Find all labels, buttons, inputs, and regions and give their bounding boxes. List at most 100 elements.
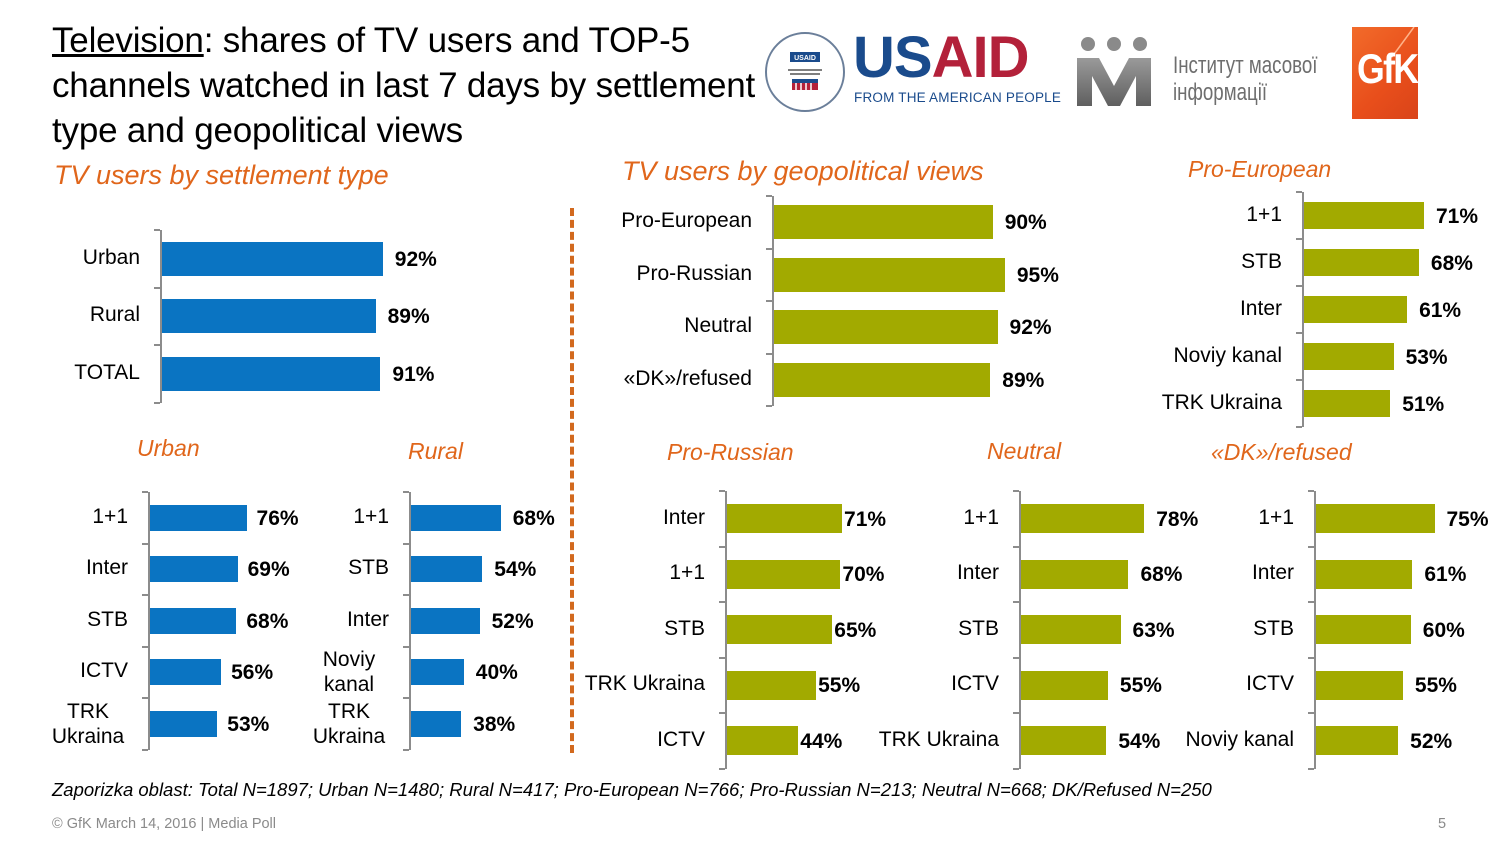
urban-category-label: TRK Ukraina (51, 699, 125, 748)
urban-value-label: 56% (231, 661, 274, 685)
pro-european-category-label: 1+1 (1246, 202, 1282, 226)
rural-chart-title: Rural (408, 438, 463, 464)
pro-russian-bar (727, 559, 841, 589)
pro-russian-axis-tick (719, 490, 725, 492)
settlement-section-title: TV users by settlement type (54, 160, 389, 190)
pro-european-value-label: 61% (1419, 298, 1462, 322)
urban-value-label: 53% (227, 712, 270, 736)
neutral-category-label: ICTV (951, 672, 999, 696)
geopolitical-section-title: TV users by geopolitical views (622, 156, 984, 186)
pro-european-value-label: 71% (1435, 204, 1479, 228)
rural-axis-tick (403, 748, 409, 751)
geopolitical-bar (774, 310, 998, 345)
neutral-bar (1021, 615, 1121, 645)
geopolitical-value-label: 90% (1004, 211, 1047, 235)
neutral-category-label: TRK Ukraina (878, 727, 999, 751)
dk-refused-chart-title: «DK»/refused (1211, 439, 1352, 465)
dk-refused-value-label: 60% (1422, 618, 1465, 642)
pro-russian-axis-tick (719, 712, 725, 714)
pro-european-category-label: Inter (1239, 296, 1282, 320)
geopolitical-bar (774, 257, 1005, 292)
dk-refused-axis-tick (1308, 601, 1314, 603)
urban-value-label: 68% (246, 609, 289, 633)
pro-european-bar (1304, 390, 1391, 417)
urban-bar (150, 710, 218, 737)
neutral-axis-tick (1013, 767, 1019, 770)
geopolitical-category-label: Neutral (684, 314, 752, 338)
pro-russian-chart-title: Pro-Russian (667, 439, 794, 465)
rural-bar (411, 556, 483, 583)
geopolitical-axis-tick (766, 352, 772, 355)
rural-category-label: 1+1 (353, 504, 389, 528)
dk-refused-category-label: Noviy kanal (1185, 727, 1294, 751)
urban-value-label: 76% (256, 506, 299, 530)
neutral-axis-tick (1013, 712, 1019, 714)
pro-european-bar (1304, 202, 1424, 229)
urban-axis-tick (142, 645, 148, 648)
geopolitical-bar (774, 362, 991, 397)
urban-axis (148, 492, 150, 750)
slide-title: Television: shares of TV users and TOP-5… (52, 18, 772, 153)
urban-axis-tick (142, 748, 148, 751)
neutral-axis (1019, 491, 1021, 769)
dk-refused-category-label: Inter (1251, 561, 1294, 585)
pro-european-value-label: 51% (1402, 392, 1445, 416)
rural-axis-tick (403, 542, 409, 545)
geopolitical-axis-tick (766, 405, 772, 407)
dk-refused-bar (1316, 504, 1435, 534)
usaid-logo: USAID USAID FROM THE AMERICAN PEOPLE (765, 25, 1061, 116)
pro-russian-value-label: 71% (844, 507, 887, 531)
settlement-value-label: 91% (392, 362, 435, 386)
rural-axis-tick (403, 697, 409, 699)
pro-european-axis-tick (1296, 191, 1302, 193)
urban-axis-tick (142, 542, 148, 545)
rural-axis-tick (403, 594, 409, 596)
urban-category-label: STB (87, 607, 128, 631)
rural-bar (411, 710, 462, 737)
neutral-category-label: 1+1 (963, 505, 999, 529)
pro-russian-axis-tick (719, 656, 725, 659)
settlement-bar (162, 299, 376, 334)
pro-russian-category-label: TRK Ukraina (584, 672, 705, 696)
geopolitical-axis (772, 196, 774, 406)
neutral-axis-tick (1013, 545, 1019, 548)
settlement-value-label: 92% (394, 247, 437, 271)
section-divider (570, 208, 574, 753)
pro-european-category-label: Noviy kanal (1173, 343, 1282, 367)
rural-axis (409, 492, 411, 750)
imi-logo-icon (1077, 37, 1151, 106)
rural-axis-tick (403, 645, 409, 648)
neutral-bar (1021, 559, 1129, 589)
pro-russian-axis-tick (719, 545, 725, 548)
pro-russian-axis-tick (719, 767, 725, 770)
urban-category-label: ICTV (80, 659, 128, 683)
urban-axis-tick (142, 594, 148, 596)
urban-category-label: Inter (85, 556, 128, 580)
settlement-axis-tick (154, 229, 160, 231)
usaid-seal-icon: USAID (765, 32, 845, 112)
dk-refused-category-label: STB (1253, 616, 1294, 640)
neutral-axis-tick (1013, 601, 1019, 603)
neutral-bar (1021, 670, 1108, 700)
urban-bar (150, 659, 222, 686)
pro-european-axis-tick (1296, 332, 1302, 334)
rural-value-label: 54% (494, 558, 537, 582)
dk-refused-bar (1316, 559, 1413, 589)
dk-refused-axis-tick (1308, 767, 1314, 770)
pro-european-bar (1304, 296, 1408, 323)
pro-european-value-label: 53% (1405, 345, 1448, 369)
neutral-category-label: STB (958, 616, 999, 640)
pro-european-axis (1302, 192, 1304, 427)
dk-refused-axis-tick (1308, 712, 1314, 714)
urban-bar (150, 504, 247, 531)
settlement-bar (162, 356, 381, 391)
urban-chart-title: Urban (137, 435, 200, 461)
neutral-bar (1021, 504, 1145, 534)
urban-category-label: 1+1 (92, 504, 128, 528)
neutral-value-label: 55% (1119, 674, 1162, 698)
settlement-axis-tick (154, 401, 160, 404)
settlement-category-label: Rural (89, 303, 140, 327)
neutral-category-label: Inter (956, 561, 999, 585)
settlement-category-label: Urban (82, 245, 140, 269)
urban-bar (150, 607, 237, 634)
